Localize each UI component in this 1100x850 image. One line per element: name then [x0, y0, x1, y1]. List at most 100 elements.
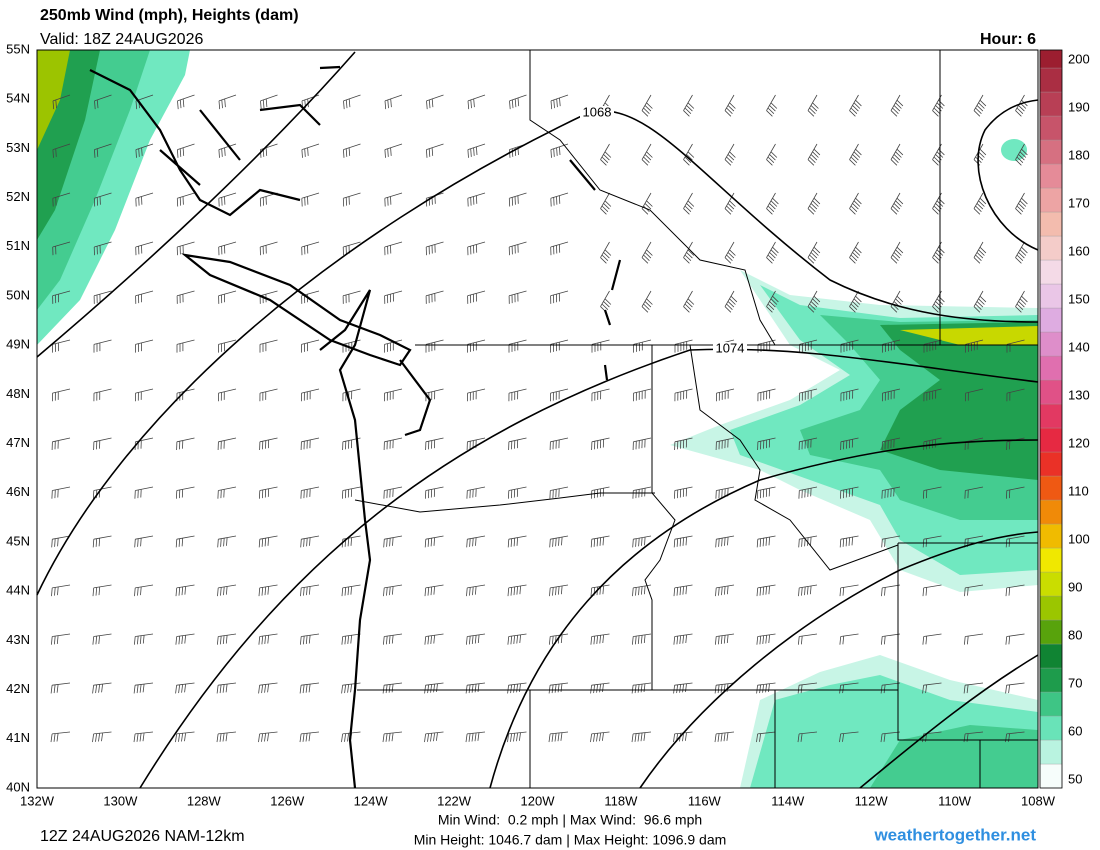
colorbar-swatch: [1039, 115, 1063, 141]
wind-barb: [641, 94, 653, 117]
wind-barb: [508, 388, 527, 402]
wind-barb: [52, 388, 71, 402]
wind-barb: [384, 388, 403, 402]
wind-barb: [890, 94, 904, 117]
wind-barb: [259, 437, 278, 451]
wind-barb: [135, 241, 154, 256]
wind-barb: [259, 241, 278, 256]
wind-barb: [467, 339, 486, 353]
contour-label-bg: [580, 106, 614, 120]
wind-barb: [382, 682, 403, 694]
wind-shading: [870, 725, 1038, 788]
wind-barb: [216, 682, 237, 694]
wind-barb: [549, 486, 569, 499]
lat-label: 40N: [6, 779, 30, 794]
lat-label: 47N: [6, 435, 30, 450]
wind-barb: [300, 633, 320, 645]
wind-barb: [633, 339, 652, 353]
height-contour: [639, 531, 1039, 789]
model-run: 12Z 24AUG2026 NAM-12km: [40, 828, 245, 845]
colorbar-swatch: [1039, 715, 1063, 741]
wind-barb: [135, 290, 154, 304]
wind-barb: [632, 584, 652, 597]
wind-barb: [591, 437, 610, 451]
wind-barb: [300, 437, 320, 451]
wind-barb: [724, 290, 738, 313]
wind-barb: [756, 633, 776, 645]
wind-barb: [424, 633, 444, 645]
wind-barb: [590, 682, 610, 694]
wind-barb: [425, 290, 444, 304]
wind-barb: [135, 143, 154, 158]
height-contour: [139, 348, 1039, 789]
wind-barb: [342, 339, 361, 353]
height-contour: [36, 51, 356, 358]
wind-barb: [425, 388, 444, 402]
colorbar-swatch: [1039, 523, 1063, 549]
wind-barb: [932, 241, 945, 264]
colorbar-swatch: [1039, 187, 1063, 213]
wind-barb: [92, 731, 112, 743]
wind-barb: [839, 535, 859, 548]
wind-barb: [964, 486, 984, 499]
wind-barb: [217, 535, 237, 548]
wind-barb: [51, 633, 71, 645]
wind-barb: [973, 192, 987, 215]
wind-barb: [641, 241, 653, 264]
wind-barb: [839, 584, 859, 597]
wind-barb: [218, 290, 237, 304]
wind-barb: [591, 339, 610, 353]
wind-barb: [632, 633, 652, 645]
wind-barb: [343, 94, 361, 110]
wind-barb: [507, 633, 527, 645]
wind-barb: [383, 633, 403, 645]
lat-label: 44N: [6, 583, 30, 598]
wind-barb: [683, 143, 695, 166]
lon-label: 130W: [103, 793, 138, 808]
wind-barb: [1006, 486, 1025, 499]
wind-barb: [1005, 682, 1025, 694]
wind-barb: [840, 388, 859, 402]
colorbar-swatch: [1039, 475, 1063, 501]
wind-shading: [37, 50, 70, 150]
wind-barb: [881, 584, 901, 597]
coastline: [89, 65, 622, 437]
wind-barb: [52, 241, 71, 256]
wind-barb: [92, 682, 112, 694]
colorbar-label: 170: [1068, 195, 1090, 210]
colorbar-swatch: [1039, 643, 1063, 669]
wind-barb: [849, 192, 862, 215]
wind-barb: [548, 731, 569, 743]
wind-barb: [341, 633, 361, 645]
wind-barb: [715, 633, 735, 645]
wind-barb: [839, 731, 859, 743]
wind-shading: [1001, 139, 1027, 161]
wind-barb: [217, 584, 237, 597]
wind-barb: [51, 437, 71, 451]
wind-barb: [839, 633, 859, 645]
wind-barb: [890, 143, 904, 166]
wind-barb: [508, 241, 527, 256]
colorbar-swatch: [1039, 379, 1063, 405]
wind-barb: [807, 241, 821, 264]
wind-barb: [849, 143, 862, 166]
wind-barb: [176, 486, 195, 499]
wind-barb: [301, 143, 320, 158]
wind-barb: [260, 143, 278, 158]
colorbar-swatch: [1039, 331, 1063, 357]
wind-barb: [922, 633, 942, 645]
lat-label: 46N: [6, 484, 30, 499]
wind-barb: [757, 388, 776, 402]
wind-shading: [900, 326, 1038, 345]
wind-barb: [258, 731, 278, 743]
wind-barb: [797, 731, 818, 743]
wind-barb: [176, 241, 195, 256]
wind-barb: [507, 584, 527, 597]
wind-barb: [673, 682, 693, 694]
wind-barb: [383, 486, 403, 499]
colorbar-label: 200: [1068, 51, 1090, 66]
wind-barb: [882, 339, 901, 353]
wind-barb: [260, 94, 278, 110]
colorbar-swatch: [1039, 739, 1063, 765]
wind-barb: [798, 437, 818, 451]
